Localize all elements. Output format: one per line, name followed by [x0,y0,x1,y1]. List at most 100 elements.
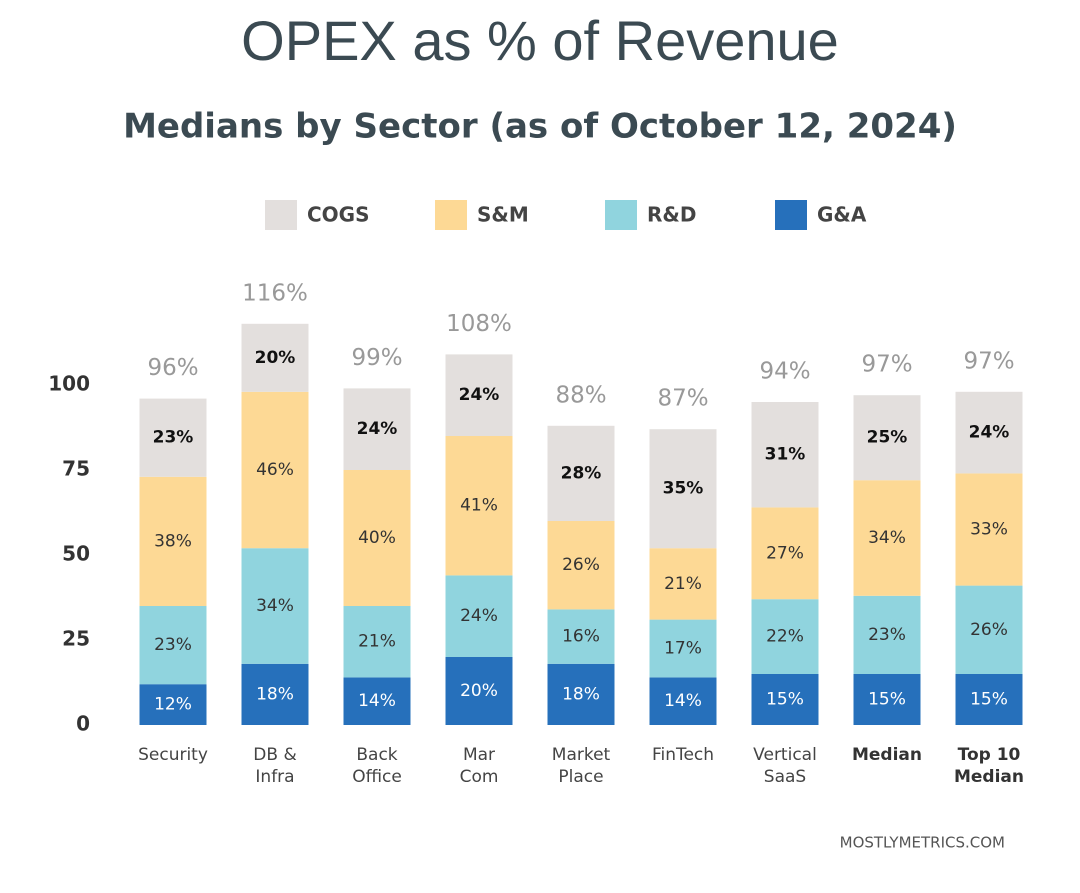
bar-segment [547,521,615,610]
bar-segment [853,480,921,596]
bar-segment [751,599,819,674]
value-label: 34% [868,528,906,548]
bar-segment [343,606,411,678]
bar-segment [241,548,309,664]
total-label: 97% [963,348,1014,374]
bar-segment [649,677,717,725]
value-label: 27% [766,543,804,563]
x-tick-label: Market Place [551,745,611,787]
total-label: 116% [242,280,308,306]
bar-segment [751,674,819,725]
value-label: 38% [154,531,192,551]
bar-segment [751,402,819,508]
bar-segment [649,548,717,620]
y-tick-label: 75 [62,457,90,481]
value-label: 24% [969,423,1010,443]
total-label: 96% [147,355,198,381]
x-tick-label: Median [851,745,923,765]
y-tick-label: 50 [62,542,90,566]
bar-segment [139,606,207,685]
value-label: 16% [562,627,600,647]
value-label: 41% [460,496,498,516]
legend-swatch [435,200,467,230]
legend-label: R&D [647,203,696,227]
chart-title: OPEX as % of Revenue [241,9,839,72]
x-tick-label: Mar Com [459,745,499,787]
legend-swatch [265,200,297,230]
chart-subtitle: Medians by Sector (as of October 12, 202… [123,107,957,147]
value-label: 24% [357,419,398,439]
bar-segment [751,507,819,600]
bar-segment [241,323,309,392]
bar-segment [853,595,921,674]
bar-segment [955,674,1023,725]
bar-segment [139,684,207,725]
bar-segment [853,395,921,481]
y-tick-label: 25 [62,627,90,651]
value-label: 23% [153,428,194,448]
legend-label: G&A [817,203,867,227]
value-label: 15% [766,690,804,710]
legend-label: COGS [307,203,370,227]
total-label: 99% [351,345,402,371]
value-label: 33% [970,520,1008,540]
value-label: 18% [562,684,600,704]
bar-segment [445,436,513,576]
value-label: 20% [255,348,296,368]
value-label: 24% [460,606,498,626]
legend-swatch [605,200,637,230]
bar-segment [955,391,1023,474]
value-label: 17% [664,639,702,659]
bar-segment [445,354,513,436]
value-label: 23% [154,635,192,655]
total-label: 94% [759,359,810,385]
value-label: 21% [664,574,702,594]
bar-segment [547,663,615,725]
bar-segment [445,657,513,725]
source: MOSTLYMETRICS.COM [840,834,1005,852]
x-tick-label: Top 10 Median [953,745,1025,787]
value-label: 21% [358,632,396,652]
bar-segment [547,609,615,664]
x-tick-label: FinTech [651,745,715,765]
value-label: 31% [765,445,806,465]
value-label: 12% [154,695,192,715]
value-label: 46% [256,460,294,480]
y-tick-label: 0 [76,712,90,736]
x-tick-label: Security [138,745,208,765]
x-tick-label: Vertical SaaS [753,745,817,787]
bar-segment [445,575,513,657]
value-label: 25% [867,428,908,448]
value-label: 26% [970,620,1008,640]
bar-segment [241,391,309,549]
value-label: 26% [562,555,600,575]
legend-label: S&M [477,203,529,227]
value-label: 28% [561,463,602,483]
bar-segment [955,585,1023,674]
y-tick-label: 100 [48,372,90,396]
value-label: 15% [868,690,906,710]
bar-segment [139,476,207,606]
bar-segment [547,425,615,521]
legend-swatch [775,200,807,230]
value-label: 40% [358,528,396,548]
x-tick-label: Back Office [352,745,402,787]
value-label: 22% [766,627,804,647]
value-label: 35% [663,479,704,499]
value-label: 14% [664,691,702,711]
value-label: 23% [868,625,906,645]
value-label: 15% [970,690,1008,710]
total-label: 108% [446,311,512,337]
bar-segment [649,429,717,549]
value-label: 20% [460,681,498,701]
value-label: 14% [358,691,396,711]
bar-segment [955,473,1023,586]
value-label: 24% [459,385,500,405]
value-label: 18% [256,684,294,704]
x-tick-label: DB & Infra [253,745,297,787]
bar-segment [343,388,411,470]
bar-segment [853,674,921,725]
total-label: 97% [861,352,912,378]
